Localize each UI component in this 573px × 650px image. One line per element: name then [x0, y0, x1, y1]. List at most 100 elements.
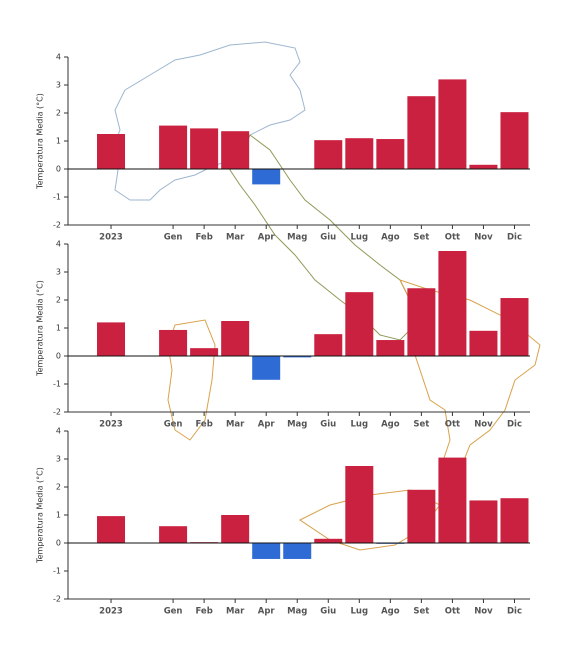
bar	[190, 348, 219, 356]
x-tick-label: Ago	[381, 420, 400, 430]
x-tick-label: Nov	[474, 420, 493, 430]
x-tick-label: Ago	[381, 607, 400, 617]
x-tick-label: Set	[413, 420, 429, 430]
x-tick-label: Mar	[226, 607, 245, 617]
y-tick-label: -2	[53, 221, 61, 230]
x-tick-label: Mag	[287, 233, 307, 243]
bar	[407, 96, 436, 169]
x-tick-label: Apr	[258, 420, 276, 430]
bar	[159, 125, 188, 169]
bar	[500, 298, 529, 356]
x-tick-label: Set	[413, 607, 429, 617]
y-tick-label: 3	[56, 455, 61, 464]
x-tick-label: Giu	[320, 233, 336, 243]
bar	[438, 457, 467, 543]
bar	[407, 489, 436, 543]
x-tick-label: Ott	[445, 420, 460, 430]
y-tick-label: -1	[53, 380, 61, 389]
bar	[97, 134, 126, 169]
y-tick-label: -1	[53, 193, 61, 202]
y-tick-label: -2	[53, 408, 61, 417]
bar	[221, 321, 250, 356]
y-tick-label: 0	[56, 165, 61, 174]
x-tick-label: Mag	[287, 420, 307, 430]
bar	[438, 79, 467, 169]
bar	[314, 538, 343, 543]
x-tick-label: Feb	[195, 233, 212, 243]
y-axis-label: Temperatura Media (°C)	[36, 93, 45, 190]
bar	[345, 138, 374, 169]
y-tick-label: -2	[53, 595, 61, 604]
y-tick-label: 3	[56, 81, 61, 90]
y-tick-label: 2	[56, 296, 61, 305]
x-tick-label: Mar	[226, 420, 245, 430]
x-tick-label: Apr	[258, 233, 276, 243]
x-tick-label: Ott	[445, 233, 460, 243]
y-tick-label: 1	[56, 137, 61, 146]
bar	[469, 330, 498, 356]
bar	[407, 288, 436, 356]
x-tick-label: Feb	[195, 420, 212, 430]
bar	[500, 112, 529, 169]
y-tick-label: 2	[56, 109, 61, 118]
bar	[500, 498, 529, 543]
y-tick-label: 4	[56, 427, 61, 436]
x-tick-label: Lug	[351, 420, 369, 430]
bar	[221, 131, 250, 169]
y-tick-label: 4	[56, 53, 61, 62]
y-axis-label: Temperatura Media (°C)	[36, 467, 45, 564]
bar	[252, 543, 281, 559]
bar	[469, 500, 498, 543]
x-tick-label: 2023	[99, 607, 123, 617]
bar	[314, 334, 343, 356]
x-tick-label: Set	[413, 233, 429, 243]
y-tick-label: 1	[56, 511, 61, 520]
x-tick-label: Gen	[164, 233, 183, 243]
bar	[159, 526, 188, 543]
bar	[252, 169, 281, 185]
bar	[314, 140, 343, 169]
y-tick-label: -1	[53, 567, 61, 576]
x-tick-label: Giu	[320, 607, 336, 617]
bar	[159, 329, 188, 356]
bar	[438, 251, 467, 356]
y-tick-label: 1	[56, 324, 61, 333]
x-tick-label: Dic	[507, 420, 522, 430]
x-tick-label: Dic	[507, 607, 522, 617]
x-tick-label: Feb	[195, 607, 212, 617]
bar	[190, 128, 219, 169]
x-tick-label: Nov	[474, 607, 493, 617]
y-tick-label: 4	[56, 240, 61, 249]
bar	[97, 322, 126, 356]
x-tick-label: Dic	[507, 233, 522, 243]
bar	[283, 543, 312, 559]
x-tick-label: Ott	[445, 607, 460, 617]
x-tick-label: Nov	[474, 233, 493, 243]
map-background	[111, 41, 541, 551]
bar	[345, 466, 374, 543]
x-tick-label: Gen	[164, 607, 183, 617]
x-tick-label: Lug	[351, 607, 369, 617]
bar	[283, 356, 312, 358]
x-tick-label: Ago	[381, 233, 400, 243]
bar	[376, 139, 405, 169]
bar	[252, 356, 281, 380]
bar	[469, 164, 498, 169]
y-tick-label: 0	[56, 352, 61, 361]
bar	[345, 292, 374, 356]
bar	[376, 340, 405, 356]
y-tick-label: 0	[56, 539, 61, 548]
x-tick-label: Gen	[164, 420, 183, 430]
y-tick-label: 3	[56, 268, 61, 277]
x-tick-label: 2023	[99, 233, 123, 243]
x-tick-label: 2023	[99, 420, 123, 430]
bar	[221, 515, 250, 543]
bar	[97, 516, 126, 543]
y-axis-label: Temperatura Media (°C)	[36, 280, 45, 377]
x-tick-label: Mar	[226, 233, 245, 243]
y-tick-label: 2	[56, 483, 61, 492]
x-tick-label: Apr	[258, 607, 276, 617]
x-tick-label: Lug	[351, 233, 369, 243]
x-tick-label: Mag	[287, 607, 307, 617]
